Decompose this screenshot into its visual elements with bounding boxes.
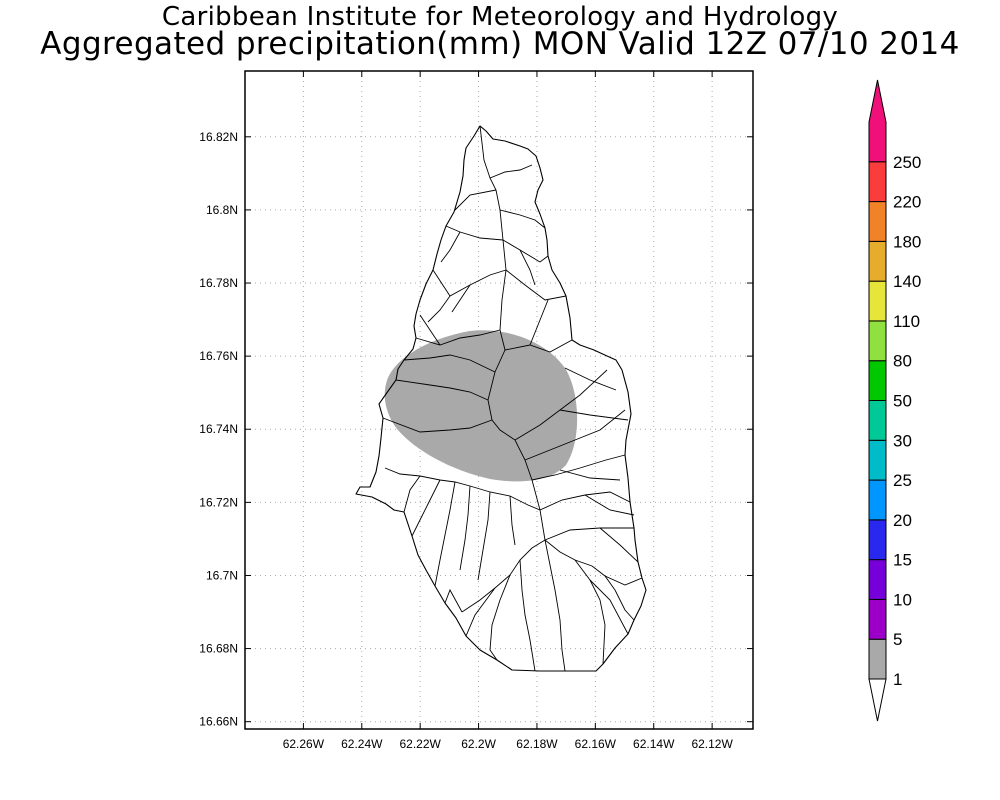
island-outline xyxy=(355,125,647,672)
colorbar-label: 10 xyxy=(893,590,912,609)
colorbar-label: 110 xyxy=(893,312,920,331)
axis-ticks xyxy=(245,71,753,729)
x-tick-label: 62.12W xyxy=(691,737,733,751)
x-tick-label: 62.24W xyxy=(341,737,383,751)
colorbar-label: 140 xyxy=(893,272,921,291)
colorbar-segment xyxy=(868,439,887,481)
colorbar-label: 1 xyxy=(893,670,902,689)
y-tick-label: 16.68N xyxy=(199,642,238,656)
colorbar-label: 220 xyxy=(893,193,921,212)
colorbar-segment xyxy=(868,400,887,441)
y-tick-label: 16.76N xyxy=(199,349,238,363)
y-tick-labels: 16.66N 16.68N 16.7N 16.72N 16.74N 16.76N 16.78… xyxy=(199,130,238,729)
colorbar-segment xyxy=(868,559,887,600)
x-tick-label: 62.2W xyxy=(461,737,496,751)
x-tick-label: 62.14W xyxy=(633,737,675,751)
x-tick-labels: 62.26W 62.24W 62.22W 62.2W 62.18W 62.16W 62.14… xyxy=(283,737,734,751)
y-tick-label: 16.72N xyxy=(199,495,238,509)
y-tick-label: 16.66N xyxy=(199,715,238,729)
colorbar-segment xyxy=(868,201,887,242)
colorbar-segment xyxy=(868,240,887,282)
y-tick-label: 16.8N xyxy=(206,203,238,217)
colorbar-segment xyxy=(868,638,887,680)
chart-title: Caribbean Institute for Meteorology and … xyxy=(161,2,839,32)
x-tick-label: 62.22W xyxy=(399,737,441,751)
colorbar-min-arrow xyxy=(868,678,887,722)
y-tick-label: 16.82N xyxy=(199,130,238,144)
colorbar-segment xyxy=(868,479,887,521)
colorbar-label: 250 xyxy=(893,153,921,172)
colorbar-label: 15 xyxy=(893,551,912,570)
y-tick-label: 16.7N xyxy=(206,568,238,582)
colorbar-segment xyxy=(868,79,887,163)
colorbar-segment xyxy=(868,360,887,402)
colorbar-label: 50 xyxy=(893,392,912,411)
watershed-boundaries xyxy=(382,125,643,672)
colorbar-label: 30 xyxy=(893,431,912,450)
colorbar-segment xyxy=(868,320,887,362)
map-frame xyxy=(244,70,754,730)
colorbar-label: 180 xyxy=(893,232,921,251)
y-tick-label: 16.74N xyxy=(199,422,238,436)
chart-subtitle: Aggregated precipitation(mm) MON Valid 1… xyxy=(40,26,960,62)
colorbar-segment xyxy=(868,519,887,561)
x-tick-label: 62.18W xyxy=(516,737,558,751)
colorbar-label: 25 xyxy=(893,471,912,490)
colorbar-label: 5 xyxy=(893,630,902,649)
colorbar-label: 20 xyxy=(893,511,912,530)
precip-area-1-5mm xyxy=(384,330,578,482)
x-tick-label: 62.26W xyxy=(283,737,325,751)
x-tick-label: 62.16W xyxy=(575,737,617,751)
colorbar-segment xyxy=(868,161,887,203)
y-tick-label: 16.78N xyxy=(199,276,238,290)
colorbar-segment xyxy=(868,280,887,322)
colorbar-segment xyxy=(868,598,887,640)
colorbar-label: 80 xyxy=(893,352,912,371)
